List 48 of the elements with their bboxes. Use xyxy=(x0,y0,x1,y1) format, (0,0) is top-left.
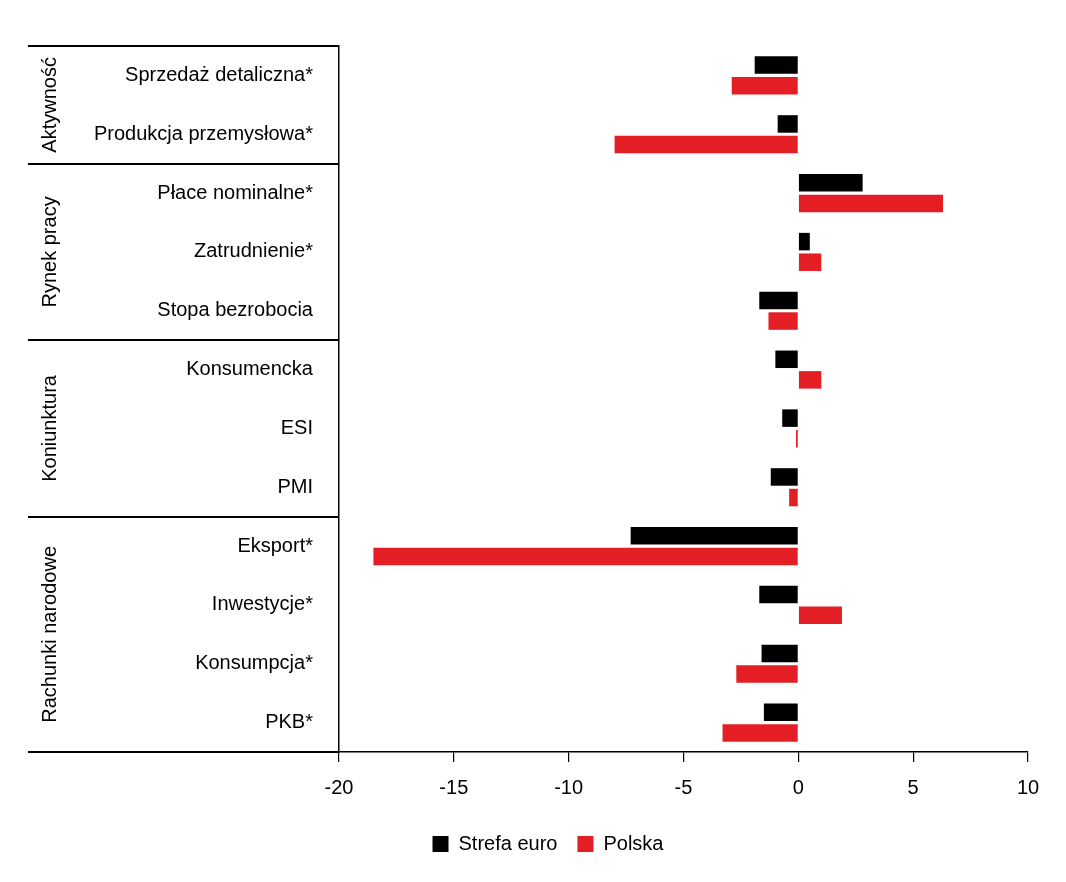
bar xyxy=(798,194,944,213)
bar xyxy=(759,291,798,310)
x-tick-label: -5 xyxy=(674,775,693,798)
bar xyxy=(759,585,798,604)
bar xyxy=(798,174,863,192)
text: Koniunktura xyxy=(37,374,60,482)
y-tick-label: Inwestycje* xyxy=(211,592,314,615)
bar xyxy=(630,527,798,545)
legend-label: Polska xyxy=(603,831,665,854)
bar xyxy=(763,703,798,722)
bar xyxy=(768,312,798,330)
y-tick-label: ESI xyxy=(280,415,313,438)
text: Aktywność xyxy=(37,57,60,153)
y-tick-label: Konsumpcja* xyxy=(195,651,314,674)
y-tick-label: Płace nominalne* xyxy=(157,180,314,203)
bar xyxy=(775,350,798,369)
bar xyxy=(789,488,798,507)
x-tick-label: 0 xyxy=(792,775,804,798)
bar xyxy=(798,606,842,624)
y-tick-label: Sprzedaż detaliczna* xyxy=(125,62,314,85)
bar xyxy=(736,665,798,683)
x-tick-label: -15 xyxy=(439,775,469,798)
bar xyxy=(754,56,798,74)
bar xyxy=(722,724,798,742)
y-tick-label: PMI xyxy=(277,474,313,497)
bar xyxy=(798,253,822,271)
bar xyxy=(782,409,798,427)
bar xyxy=(614,135,798,154)
x-tick-label: -10 xyxy=(554,775,584,798)
bar xyxy=(770,468,798,486)
y-tick-label: Eksport* xyxy=(237,533,314,556)
x-tick-label: 10 xyxy=(1016,775,1040,798)
y-tick-label: Produkcja przemysłowa* xyxy=(93,121,314,144)
bar xyxy=(731,76,798,95)
y-tick-label: Konsumencka xyxy=(186,357,314,380)
x-tick-label: 5 xyxy=(907,775,919,798)
text: Rachunki narodowe xyxy=(37,545,60,723)
bar xyxy=(798,232,810,251)
text: Rynek pracy xyxy=(37,196,60,308)
y-tick-label: PKB* xyxy=(265,710,314,733)
y-tick-label: Zatrudnienie* xyxy=(194,239,314,262)
y-tick-label: Stopa bezrobocia xyxy=(157,298,314,321)
legend-label: Strefa euro xyxy=(458,831,558,854)
bar xyxy=(761,644,798,663)
bar xyxy=(798,371,822,389)
bar xyxy=(373,547,798,566)
bar xyxy=(777,115,798,133)
x-tick-label: -20 xyxy=(324,775,354,798)
